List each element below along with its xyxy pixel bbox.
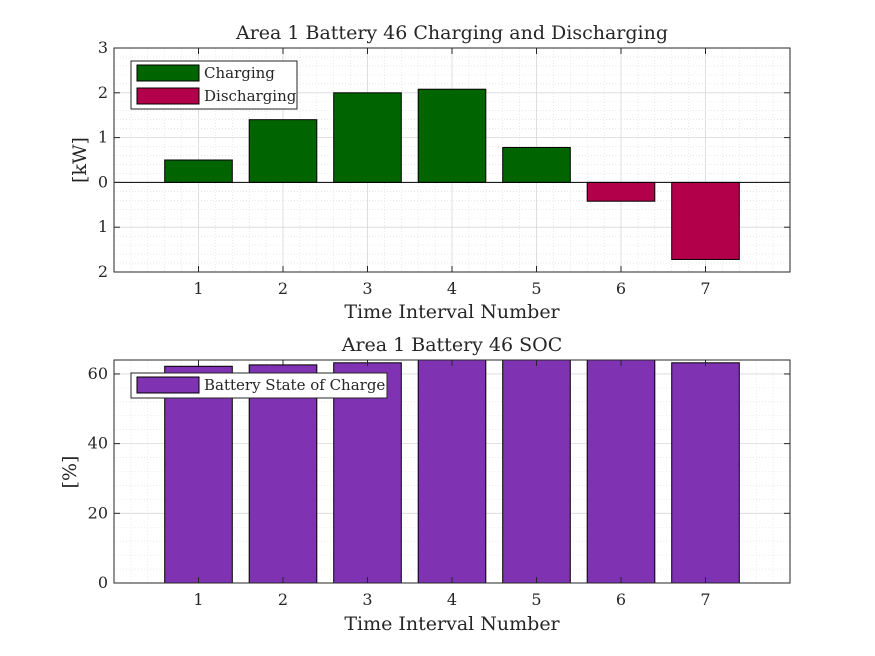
soc-x-tick-label: 7 [700,590,710,609]
soc-bar [417,359,487,584]
soc-y-axis-label: [%] [59,456,81,489]
charging-bar [417,88,487,183]
soc-bar [502,359,571,584]
charging-legend: Charging Discharging [130,60,298,110]
charging-bar [164,159,233,183]
soc-bar [671,362,740,584]
soc-y-tick-label: 20 [88,503,108,522]
charging-legend-label: Charging [204,64,275,82]
soc-bar [333,362,402,584]
soc-x-tick-label: 5 [531,590,541,609]
soc-x-tick-label: 4 [447,590,457,609]
charging-x-tick-label: 2 [278,279,288,298]
charging-x-tick-label: 1 [193,279,203,298]
charging-bar [333,92,402,183]
charging-bar [502,146,571,183]
soc-legend: Battery State of Charge [130,372,388,399]
charging-chart: Area 1 Battery 46 Charging and Dischargi… [69,22,791,323]
soc-x-tick-label: 3 [362,590,372,609]
soc-legend-swatch [136,376,200,394]
charging-x-tick-label: 3 [362,279,372,298]
soc-chart: Area 1 Battery 46 SOC 1 2 3 4 5 6 7 0 20 40 60 Batt… [59,334,791,635]
soc-chart-title: Area 1 Battery 46 SOC [341,334,563,356]
charging-x-tick-label: 4 [447,279,457,298]
soc-plot-area: 1 2 3 4 5 6 7 0 20 40 60 Battery State of Charge [88,359,791,609]
charging-x-tick-label: 5 [531,279,541,298]
soc-y-tick-label: 40 [88,434,108,453]
charging-legend-label: Discharging [204,87,297,105]
charging-x-axis-label: Time Interval Number [344,301,560,323]
charging-bar [586,181,656,202]
soc-x-tick-label: 6 [616,590,626,609]
charging-plot-area: 1 2 3 4 5 6 7 2 1 0 1 2 3 Charging Discharging [98,38,791,298]
charging-x-tick-label: 6 [616,279,626,298]
charging-legend-swatch [136,64,200,82]
charging-legend-swatch [136,87,200,105]
charging-y-tick-label: 0 [98,172,108,191]
charging-bar [671,181,740,260]
charging-y-tick-label: 1 [98,217,108,236]
charging-x-tick-label: 7 [700,279,710,298]
soc-y-tick-label: 60 [88,364,108,383]
soc-x-tick-label: 1 [193,590,203,609]
soc-x-tick-label: 2 [278,590,288,609]
charging-y-axis-label: [kW] [69,137,91,183]
soc-x-axis-label: Time Interval Number [344,613,560,635]
charging-y-tick-label: 3 [98,38,108,57]
soc-bar [586,359,656,584]
charging-bar [248,119,318,183]
charging-y-tick-label: 2 [98,83,108,102]
soc-bar [164,365,233,584]
soc-y-tick-label: 0 [98,573,108,592]
charging-y-tick-label: 2 [98,262,108,281]
soc-legend-label: Battery State of Charge [204,376,385,394]
charging-chart-title: Area 1 Battery 46 Charging and Dischargi… [235,22,668,44]
charging-y-tick-label: 1 [98,128,108,147]
